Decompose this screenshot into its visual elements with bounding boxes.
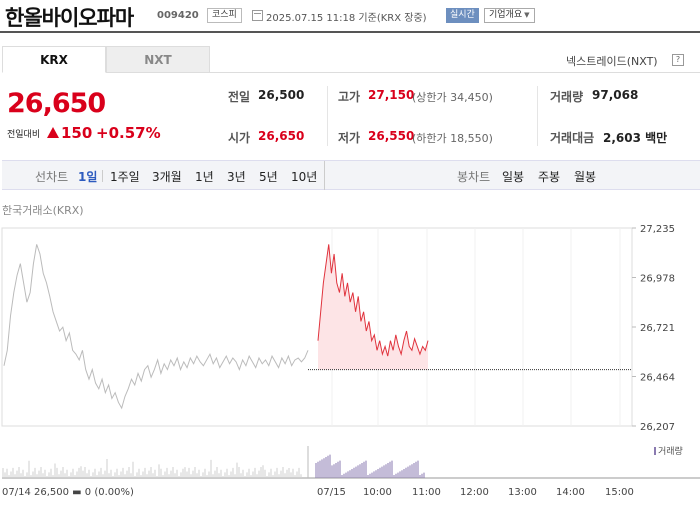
help-icon[interactable]: ?	[672, 54, 684, 66]
change-label: 전일대비	[7, 130, 41, 140]
tab-divider	[210, 72, 700, 73]
up-arrow-icon	[47, 127, 59, 138]
prev-day-note: 07/14 26,500 ▬ 0 (0.00%)	[2, 487, 134, 498]
volume-label: 거래량	[550, 90, 584, 104]
nextrade-link[interactable]: 넥스트레이드(NXT)	[566, 55, 658, 68]
prev-close-value: 26,500	[258, 88, 305, 102]
chart-toolbar: 선차트 1일 1주일 3개월 1년 3년 5년 10년 봉차트 일봉 주봉 월봉	[2, 160, 700, 190]
chevron-down-icon: ▼	[524, 11, 530, 19]
stock-header: 한올바이오파마 009420 코스피 2025.07.15 11:18 기준(K…	[0, 0, 700, 33]
period-1y[interactable]: 1년	[195, 170, 214, 184]
volume-legend-text: 거래량	[658, 447, 683, 457]
high-value: 27,150	[368, 88, 415, 102]
series-area-today	[318, 244, 428, 370]
period-1w[interactable]: 1주일	[110, 170, 140, 184]
volume-value: 97,068	[592, 88, 639, 102]
current-price: 26,650	[7, 88, 106, 119]
candle-daily[interactable]: 일봉	[502, 170, 525, 184]
period-10y[interactable]: 10년	[291, 170, 318, 184]
x-tick-label: 11:00	[412, 487, 441, 498]
y-tick-label: 26,721	[640, 323, 675, 334]
x-tick-label: 15:00	[605, 487, 634, 498]
volume-legend-swatch	[654, 447, 656, 455]
period-1d[interactable]: 1일	[78, 170, 98, 184]
tab-nxt[interactable]: NXT	[106, 46, 210, 73]
y-tick-label: 26,207	[640, 422, 675, 433]
intraday-chart[interactable]: 27,235 26,978 26,721 26,464 26,207	[0, 200, 700, 485]
price-change: 150	[61, 124, 93, 142]
amount-value: 2,603 백만	[603, 131, 668, 145]
series-line-today	[317, 244, 429, 357]
price-change-rate: +0.57%	[96, 124, 161, 142]
company-info-label: 기업개요	[489, 10, 523, 20]
y-tick-label: 27,235	[640, 224, 675, 235]
y-tick-label: 26,978	[640, 274, 675, 285]
candle-chart-label: 봉차트	[457, 170, 491, 184]
x-tick-label: 13:00	[508, 487, 537, 498]
company-info-dropdown[interactable]: 기업개요 ▼	[484, 8, 535, 23]
tab-krx[interactable]: KRX	[2, 46, 106, 73]
x-tick-label: 12:00	[460, 487, 489, 498]
lower-limit: (하한가 18,550)	[412, 132, 493, 145]
plot-frame	[1, 227, 633, 427]
candle-weekly[interactable]: 주봉	[538, 170, 561, 184]
high-label: 고가	[338, 90, 361, 104]
stock-code: 009420	[157, 10, 199, 21]
candle-monthly[interactable]: 월봉	[574, 170, 597, 184]
company-name: 한올바이오파마	[5, 6, 134, 30]
open-label: 시가	[228, 131, 251, 145]
series-line-prev-day	[3, 244, 309, 410]
calendar-icon	[252, 10, 263, 21]
realtime-button[interactable]: 실시간	[446, 8, 479, 23]
period-3m[interactable]: 3개월	[152, 170, 182, 184]
prev-close-label: 전일	[228, 90, 251, 104]
as-of-time: 2025.07.15 11:18 기준(KRX 장중)	[266, 13, 427, 24]
period-3y[interactable]: 3년	[227, 170, 246, 184]
volume-legend: 거래량	[654, 444, 683, 457]
low-value: 26,550	[368, 129, 415, 143]
period-5y[interactable]: 5년	[259, 170, 278, 184]
x-tick-label: 14:00	[556, 487, 585, 498]
y-tick-label: 26,464	[640, 373, 675, 384]
x-tick-label: 07/15	[317, 487, 346, 498]
market-badge: 코스피	[207, 8, 242, 23]
chart-source-label: 한국거래소(KRX)	[2, 204, 84, 217]
amount-label: 거래대금	[550, 131, 595, 145]
upper-limit: (상한가 34,450)	[412, 91, 493, 104]
low-label: 저가	[338, 131, 361, 145]
open-value: 26,650	[258, 129, 305, 143]
x-tick-label: 10:00	[363, 487, 392, 498]
line-chart-label: 선차트	[35, 170, 69, 184]
